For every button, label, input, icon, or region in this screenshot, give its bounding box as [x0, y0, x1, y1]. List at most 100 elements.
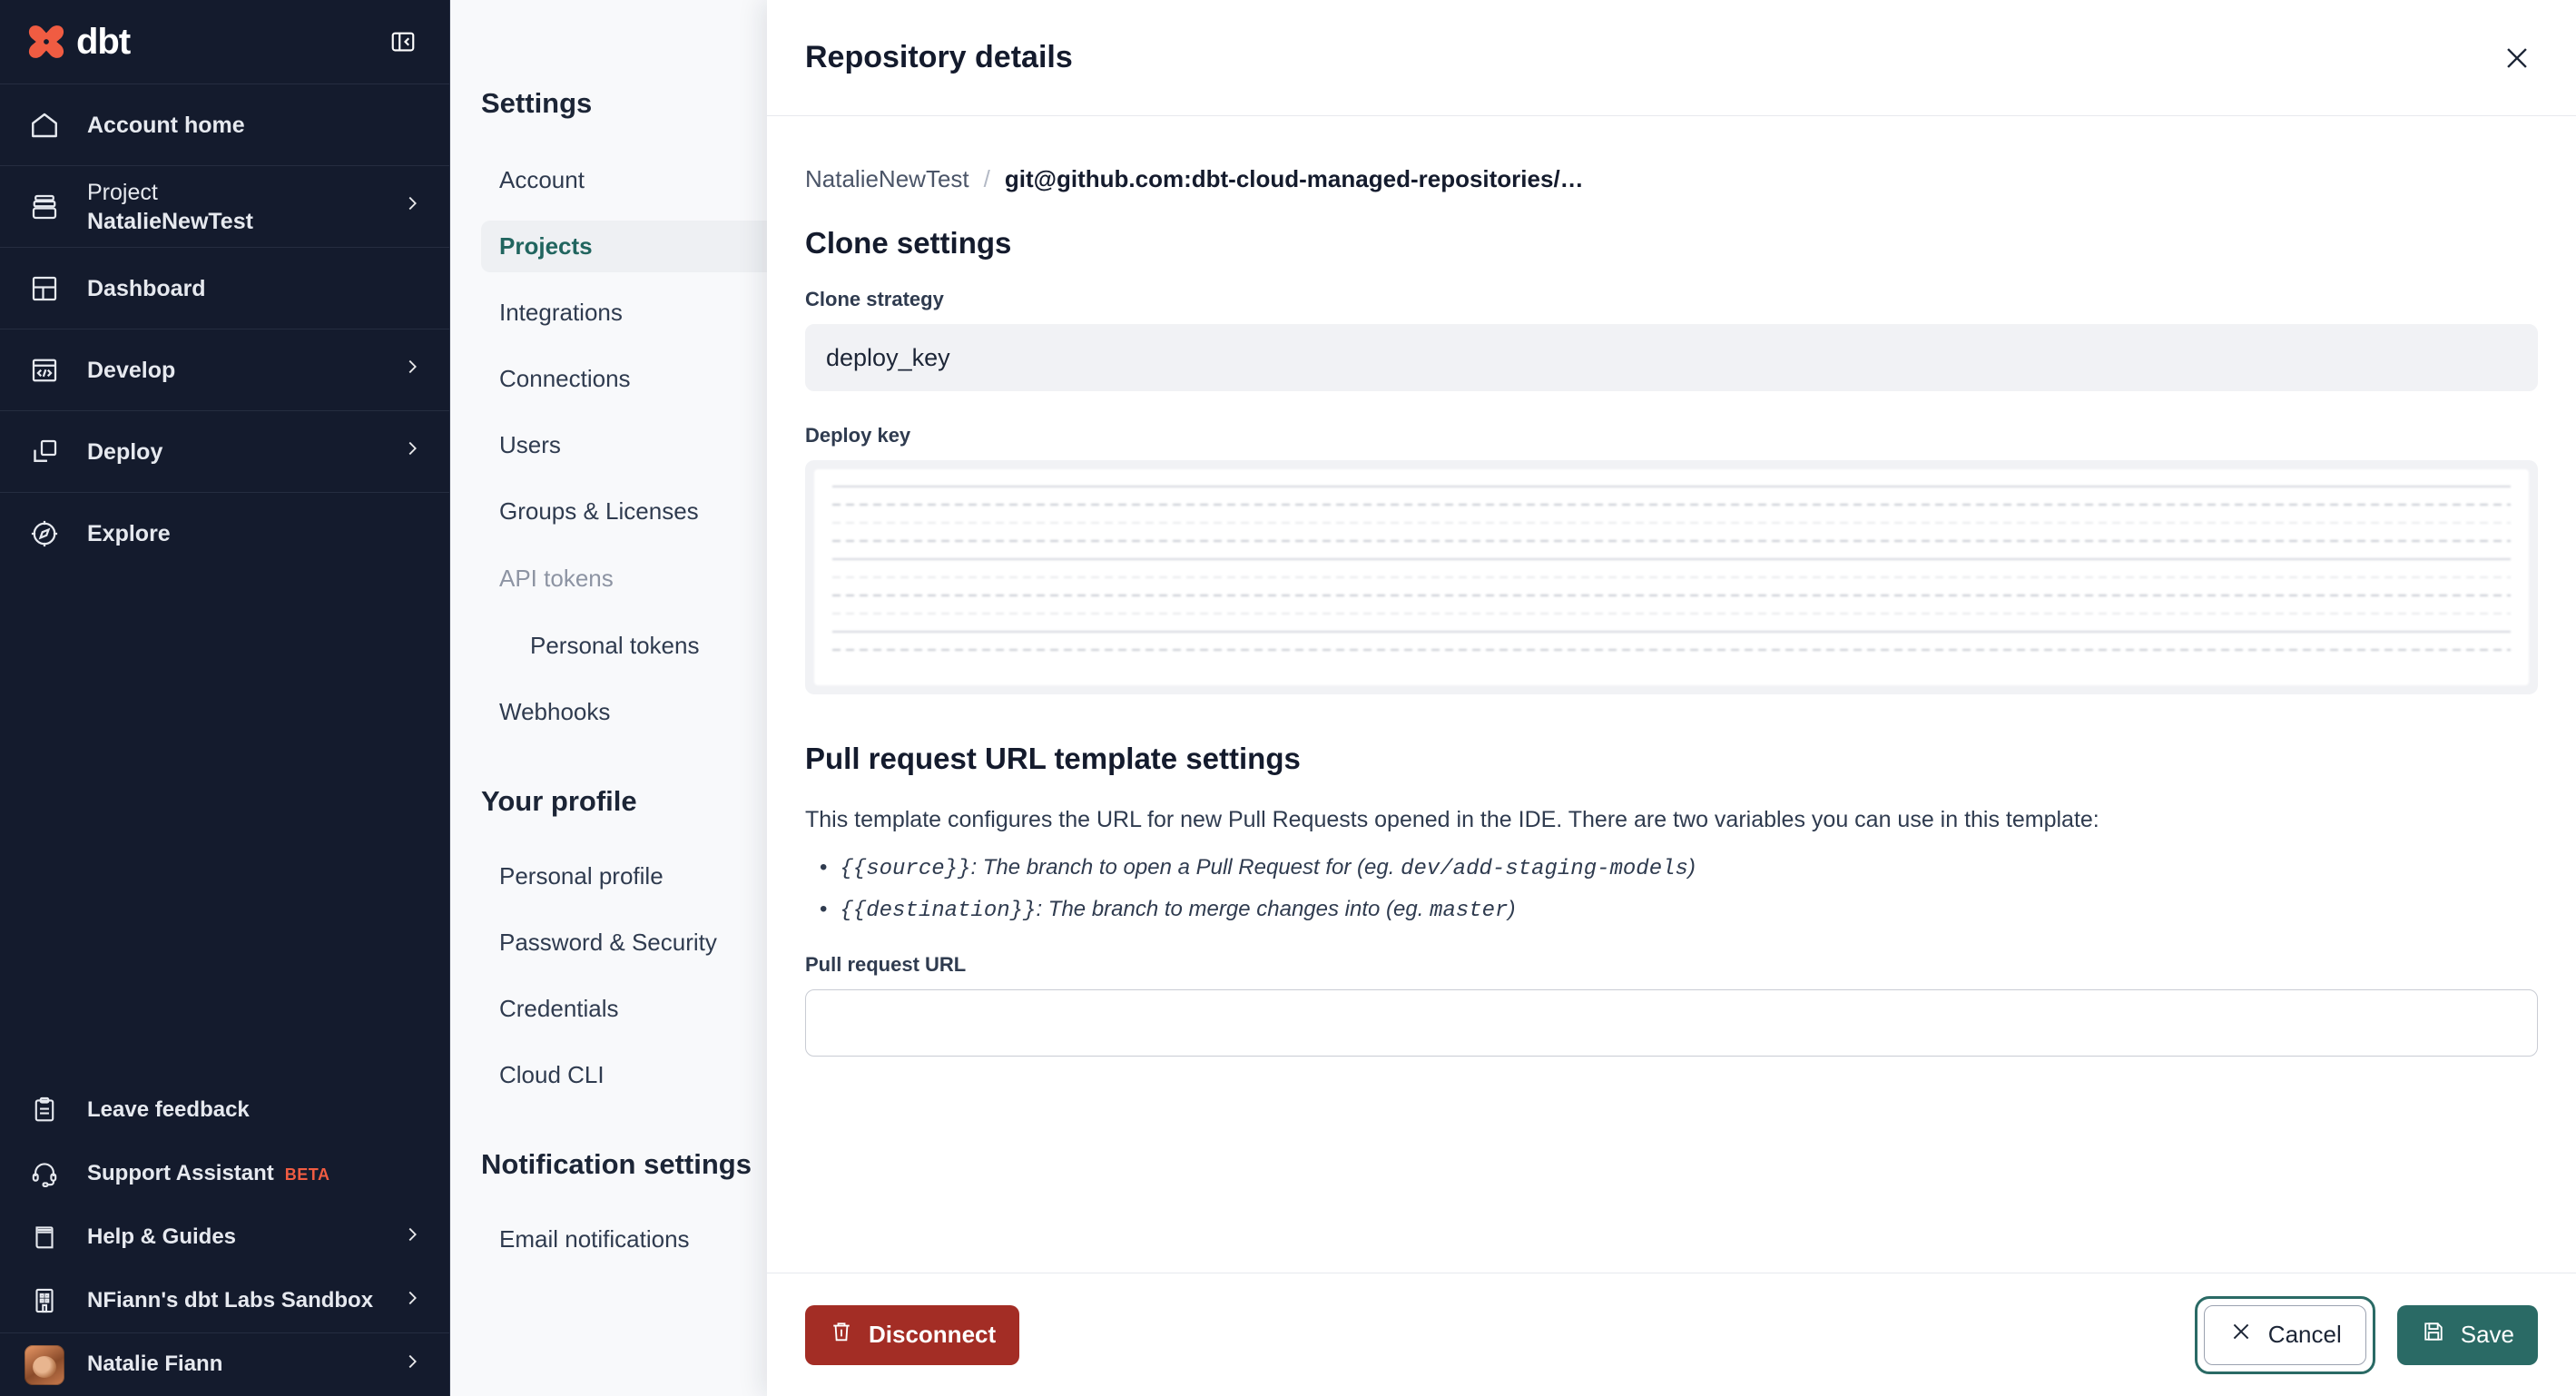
chevron-right-icon: [402, 193, 422, 220]
chevron-right-icon: [402, 438, 422, 465]
deploy-key-box[interactable]: [805, 460, 2538, 694]
dbt-logo[interactable]: dbt: [25, 21, 131, 63]
cancel-button[interactable]: Cancel: [2203, 1304, 2366, 1365]
pull-request-url-label: Pull request URL: [805, 953, 967, 977]
cancel-button-focus-ring: Cancel: [2194, 1295, 2375, 1374]
variable-token: {{destination}}: [840, 898, 1037, 923]
clone-strategy-value: deploy_key: [805, 324, 2538, 391]
sidebar-item-label: Explore: [87, 520, 171, 546]
variable-token: {{source}}: [840, 857, 971, 882]
code-window-icon: [25, 354, 64, 387]
cancel-label: Cancel: [2267, 1321, 2342, 1348]
headset-icon: [25, 1158, 64, 1189]
sidebar-item-account-home[interactable]: Account home: [0, 84, 449, 165]
clone-settings-heading: Clone settings: [805, 226, 1012, 260]
breadcrumb-repository: git@github.com:dbt-cloud-managed-reposit…: [1004, 165, 1584, 192]
settings-item-credentials[interactable]: Credentials: [499, 995, 619, 1022]
sidebar-item-label: Develop: [87, 357, 176, 383]
list-item: {{destination}}: The branch to merge cha…: [820, 894, 2538, 927]
sidebar-item-label: NFiann's dbt Labs Sandbox: [87, 1287, 374, 1312]
close-icon: [2228, 1319, 2254, 1351]
sidebar-item-organization[interactable]: NFiann's dbt Labs Sandbox: [0, 1269, 449, 1332]
sidebar-item-deploy[interactable]: Deploy: [0, 410, 449, 492]
settings-item-groups-licenses[interactable]: Groups & Licenses: [499, 497, 699, 525]
variable-example: master: [1430, 898, 1509, 923]
settings-item-connections[interactable]: Connections: [499, 365, 631, 392]
floppy-disk-icon: [2421, 1319, 2446, 1351]
dbt-wordmark: dbt: [76, 21, 131, 62]
sidebar-item-user[interactable]: Natalie Fiann: [0, 1332, 449, 1396]
chevron-right-icon: [402, 357, 422, 383]
variable-text: : The branch to merge changes into (eg.: [1036, 896, 1424, 921]
deploy-key-label: Deploy key: [805, 424, 911, 447]
home-icon: [25, 109, 64, 142]
compass-icon: [25, 517, 64, 550]
clone-strategy-label: Clone strategy: [805, 288, 944, 310]
sidebar-user-name: Natalie Fiann: [87, 1352, 223, 1377]
settings-title: Settings: [481, 87, 593, 119]
sidebar-item-project-labels: Project NatalieNewTest: [87, 178, 379, 236]
breadcrumb-project[interactable]: NatalieNewTest: [805, 165, 969, 192]
chevron-right-icon: [402, 1352, 422, 1378]
pr-template-description: This template configures the URL for new…: [805, 807, 2099, 832]
breadcrumb: NatalieNewTest / git@github.com:dbt-clou…: [805, 165, 2538, 193]
settings-item-personal-tokens[interactable]: Personal tokens: [530, 632, 700, 659]
sidebar-project-caption: Project: [87, 179, 158, 205]
sidebar-item-dashboard[interactable]: Dashboard: [0, 247, 449, 329]
breadcrumb-separator: /: [983, 165, 990, 192]
settings-group-notifications: Notification settings: [481, 1148, 752, 1180]
close-icon[interactable]: [2496, 37, 2538, 79]
sidebar-item-develop[interactable]: Develop: [0, 329, 449, 410]
dbt-mark-icon: [28, 25, 64, 58]
sidebar-item-label: Support Assistant BETA: [87, 1160, 422, 1188]
trash-icon: [829, 1319, 854, 1351]
variable-example: dev/add-staging-models: [1401, 857, 1688, 882]
sidebar-project-name: NatalieNewTest: [87, 208, 253, 234]
variable-close: ): [1508, 896, 1516, 921]
sidebar-item-support-assistant[interactable]: Support Assistant BETA: [0, 1142, 449, 1205]
sidebar-item-leave-feedback[interactable]: Leave feedback: [0, 1078, 449, 1142]
settings-item-personal-profile[interactable]: Personal profile: [499, 862, 664, 890]
variable-close: ): [1687, 855, 1696, 880]
sidebar-item-project[interactable]: Project NatalieNewTest: [0, 165, 449, 247]
support-assistant-label: Support Assistant: [87, 1160, 274, 1185]
modal-title: Repository details: [805, 40, 1073, 74]
sidebar-item-explore[interactable]: Explore: [0, 492, 449, 574]
book-icon: [25, 1222, 64, 1253]
pr-template-heading: Pull request URL template settings: [805, 742, 1301, 775]
sidebar-item-help-guides[interactable]: Help & Guides: [0, 1205, 449, 1269]
save-button[interactable]: Save: [2396, 1304, 2538, 1365]
settings-item-users[interactable]: Users: [499, 431, 561, 458]
pr-template-variables: {{source}}: The branch to open a Pull Re…: [820, 852, 2538, 926]
modal-body: NatalieNewTest / git@github.com:dbt-clou…: [767, 116, 2576, 1273]
avatar: [25, 1344, 64, 1385]
save-label: Save: [2460, 1321, 2514, 1348]
modal-footer: Disconnect Cancel: [767, 1273, 2576, 1396]
project-stack-icon: [25, 191, 64, 223]
deploy-squares-icon: [25, 436, 64, 468]
list-item: {{source}}: The branch to open a Pull Re…: [820, 852, 2538, 885]
settings-item-account[interactable]: Account: [499, 166, 585, 193]
chevron-right-icon: [402, 1224, 422, 1251]
primary-sidebar: dbt Account home: [0, 0, 450, 1396]
clipboard-icon: [25, 1095, 64, 1126]
settings-group-your-profile: Your profile: [481, 785, 637, 817]
settings-item-email-notifications[interactable]: Email notifications: [499, 1225, 690, 1253]
disconnect-button[interactable]: Disconnect: [805, 1304, 1020, 1365]
panel-collapse-icon[interactable]: [388, 26, 418, 57]
footer-actions: Cancel Save: [2194, 1295, 2538, 1374]
sidebar-item-label: Deploy: [87, 438, 163, 465]
variable-text: : The branch to open a Pull Request for …: [970, 855, 1395, 880]
settings-item-webhooks[interactable]: Webhooks: [499, 698, 611, 725]
sidebar-item-label: Dashboard: [87, 275, 206, 301]
pull-request-url-input[interactable]: [805, 989, 2538, 1057]
settings-item-label: API tokens: [499, 565, 614, 592]
settings-item-api-tokens[interactable]: API tokens: [481, 552, 872, 605]
sidebar-item-label: Help & Guides: [87, 1224, 237, 1249]
deploy-key-value: [814, 469, 2529, 685]
building-icon: [25, 1285, 64, 1316]
settings-item-integrations[interactable]: Integrations: [499, 299, 623, 326]
sidebar-item-label: Account home: [87, 112, 245, 138]
settings-item-cloud-cli[interactable]: Cloud CLI: [499, 1061, 605, 1088]
settings-item-password-security[interactable]: Password & Security: [499, 929, 717, 956]
